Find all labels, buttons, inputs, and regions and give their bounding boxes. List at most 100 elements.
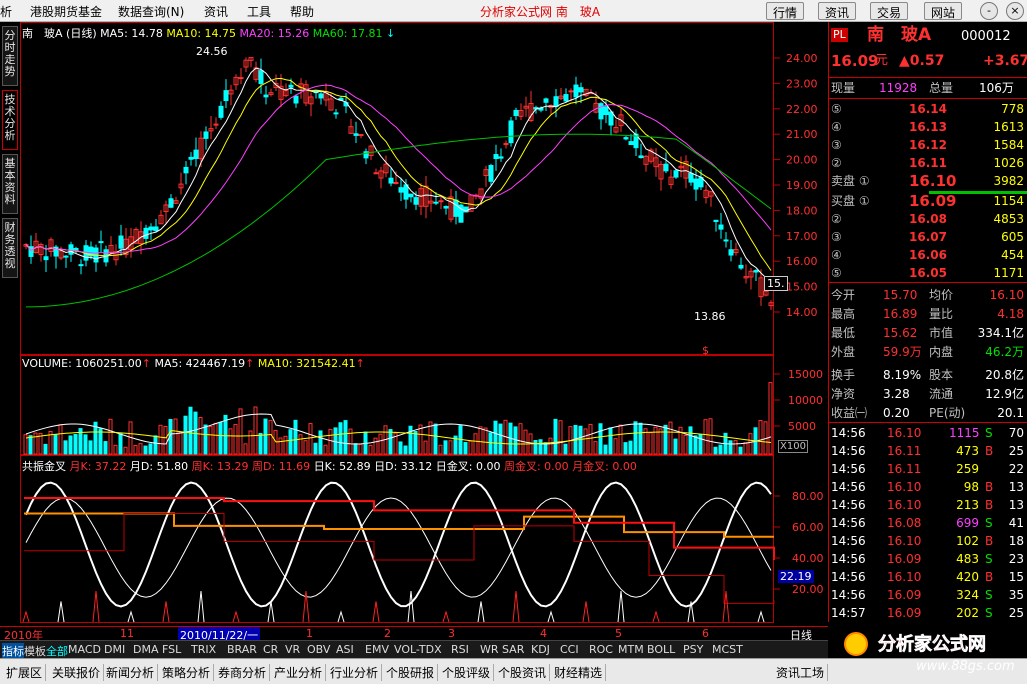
tick-row[interactable]: 14:57 16.09 202 S 25 [829, 604, 1027, 622]
indicator-tab-1[interactable]: 模板 [24, 645, 46, 658]
ask-row[interactable]: ② 16.11 1026 [829, 154, 1027, 172]
bottom-tab-5[interactable]: 产业分析 [274, 664, 327, 681]
indicator-tab-17[interactable]: SAR [502, 643, 525, 656]
indicator-tab-18[interactable]: KDJ [531, 643, 550, 656]
kdj-tick-label: 80.00 [792, 490, 824, 503]
tick-row[interactable]: 14:56 16.10 1115 S 70 [829, 424, 1027, 442]
bottom-tab-1[interactable]: 关联报价 [52, 664, 105, 681]
period-label[interactable]: 日线 [790, 629, 812, 642]
candle-body [58, 250, 64, 259]
bid-row[interactable]: 买盘 ① 16.09 1154 [829, 192, 1027, 210]
bottom-tab-3[interactable]: 策略分析 [162, 664, 215, 681]
volume-tick-label: 5000 [788, 420, 816, 433]
volume-bar [598, 423, 603, 455]
last-price-tag: 15. [764, 276, 788, 291]
indicator-tab-13[interactable]: EMV [365, 643, 389, 656]
indicator-tab-5[interactable]: DMA [133, 643, 159, 656]
volume-bar [473, 433, 478, 455]
ask-row[interactable]: ③ 16.12 1584 [829, 136, 1027, 154]
tick-price: 16.10 [887, 480, 922, 494]
bid-row[interactable]: ④ 16.06 454 [829, 246, 1027, 264]
website-button[interactable]: 网站 [924, 2, 963, 20]
bottom-tab-6[interactable]: 行业分析 [330, 664, 383, 681]
ask-row[interactable]: 卖盘 ① 16.10 3982 [829, 172, 1027, 190]
indicator-tab-20[interactable]: ROC [589, 643, 613, 656]
trade-button[interactable]: 交易 [870, 2, 909, 20]
indicator-tab-19[interactable]: CCI [560, 643, 579, 656]
candle-body [628, 141, 634, 146]
bottom-tab-11[interactable]: 资讯工场 [776, 664, 829, 681]
menu-item-tools[interactable]: 工具 [247, 5, 272, 19]
tick-row[interactable]: 14:56 16.09 324 S 35 [829, 586, 1027, 604]
volume-bar [323, 444, 328, 455]
indicator-tab-21[interactable]: MTM [618, 643, 644, 656]
indicator-tab-10[interactable]: VR [285, 643, 301, 656]
indicator-tab-14[interactable]: VOL-TDX [394, 643, 442, 656]
ma5-label: MA5: 14.78 [100, 27, 163, 40]
tick-row[interactable]: 14:56 16.10 102 B 18 [829, 532, 1027, 550]
tick-row[interactable]: 14:56 16.11 473 B 25 [829, 442, 1027, 460]
indicator-tab-16[interactable]: WR [480, 643, 499, 656]
indicator-tab-9[interactable]: CR [263, 643, 279, 656]
tab-financials[interactable]: 财务透视 [2, 218, 18, 278]
candlestick-chart[interactable]: 24.00 23.00 22.00 21.00 20.00 19.00 18.00 17.00… [20, 22, 828, 626]
candle-body [713, 219, 719, 223]
month-cross: 月金叉: 0.00 [572, 460, 637, 473]
indicator-tab-8[interactable]: BRAR [227, 643, 257, 656]
menu-item-analysis[interactable]: 析 [0, 5, 13, 19]
bid-row[interactable]: ② 16.08 4853 [829, 210, 1027, 228]
menu-item-news[interactable]: 资讯 [204, 5, 229, 19]
candle-body [453, 199, 459, 217]
tab-intraday[interactable]: 分时走势 [2, 26, 18, 86]
minimize-icon[interactable]: - [980, 2, 998, 20]
indicator-tab-22[interactable]: BOLL [647, 643, 676, 656]
close-icon[interactable]: × [1006, 2, 1024, 20]
event-marker-icon[interactable]: $ [702, 344, 709, 357]
volume-bar [108, 418, 113, 455]
indicator-tab-7[interactable]: TRIX [191, 643, 217, 656]
bottom-tab-7[interactable]: 个股研报 [386, 664, 439, 681]
tab-fundamentals[interactable]: 基本资料 [2, 154, 18, 214]
tab-technical[interactable]: 技术分析 [2, 90, 18, 150]
volume-bar [688, 426, 693, 455]
indicator-tab-2[interactable]: 全部 [46, 645, 68, 658]
menu-item-data-query[interactable]: 数据查询(N) [118, 5, 185, 19]
tick-row[interactable]: 14:56 16.08 699 S 41 [829, 514, 1027, 532]
bottom-tab-0[interactable]: 扩展区 [6, 664, 47, 681]
indicator-tab-11[interactable]: OBV [307, 643, 331, 656]
indicator-tab-3[interactable]: MACD [68, 643, 101, 656]
level-volume: 3982 [993, 174, 1024, 188]
tick-row[interactable]: 14:56 16.10 420 B 15 [829, 568, 1027, 586]
volume-bar [613, 438, 618, 455]
bid-row[interactable]: ⑤ 16.05 1171 [829, 264, 1027, 282]
bottom-tab-2[interactable]: 新闻分析 [106, 664, 159, 681]
volume-bar [353, 443, 358, 455]
indicator-tab-12[interactable]: ASI [336, 643, 354, 656]
bid-row[interactable]: ③ 16.07 605 [829, 228, 1027, 246]
tick-row[interactable]: 14:56 16.11 259 22 [829, 460, 1027, 478]
tick-row[interactable]: 14:56 16.10 213 B 13 [829, 496, 1027, 514]
candle-body [733, 249, 739, 254]
tick-time: 14:56 [831, 444, 866, 458]
bottom-tab-10[interactable]: 财经精选 [554, 664, 607, 681]
indicator-tab-0[interactable]: 指标 [2, 643, 24, 659]
level-price: 16.05 [909, 266, 947, 280]
volume-bar [153, 435, 158, 455]
tick-row[interactable]: 14:56 16.10 98 B 13 [829, 478, 1027, 496]
menu-item-help[interactable]: 帮助 [290, 5, 315, 19]
ask-row[interactable]: ④ 16.13 1613 [829, 118, 1027, 136]
indicator-tab-4[interactable]: DMI [104, 643, 126, 656]
ask-row[interactable]: ⑤ 16.14 778 [829, 100, 1027, 118]
tick-row[interactable]: 14:56 16.09 483 S 23 [829, 550, 1027, 568]
chart-area[interactable]: 24.00 23.00 22.00 21.00 20.00 19.00 18.00 17.00… [20, 22, 828, 626]
bottom-tab-9[interactable]: 个股资讯 [498, 664, 551, 681]
indicator-tab-15[interactable]: RSI [451, 643, 469, 656]
menu-item-hk-futures[interactable]: 港股期货基金 [30, 5, 103, 19]
indicator-tab-24[interactable]: MCST [712, 643, 743, 656]
quote-button[interactable]: 行情 [766, 2, 805, 20]
bottom-tab-4[interactable]: 券商分析 [218, 664, 271, 681]
indicator-tab-6[interactable]: FSL [162, 643, 182, 656]
indicator-tab-23[interactable]: PSY [683, 643, 704, 656]
news-button[interactable]: 资讯 [818, 2, 857, 20]
bottom-tab-8[interactable]: 个股评级 [442, 664, 495, 681]
